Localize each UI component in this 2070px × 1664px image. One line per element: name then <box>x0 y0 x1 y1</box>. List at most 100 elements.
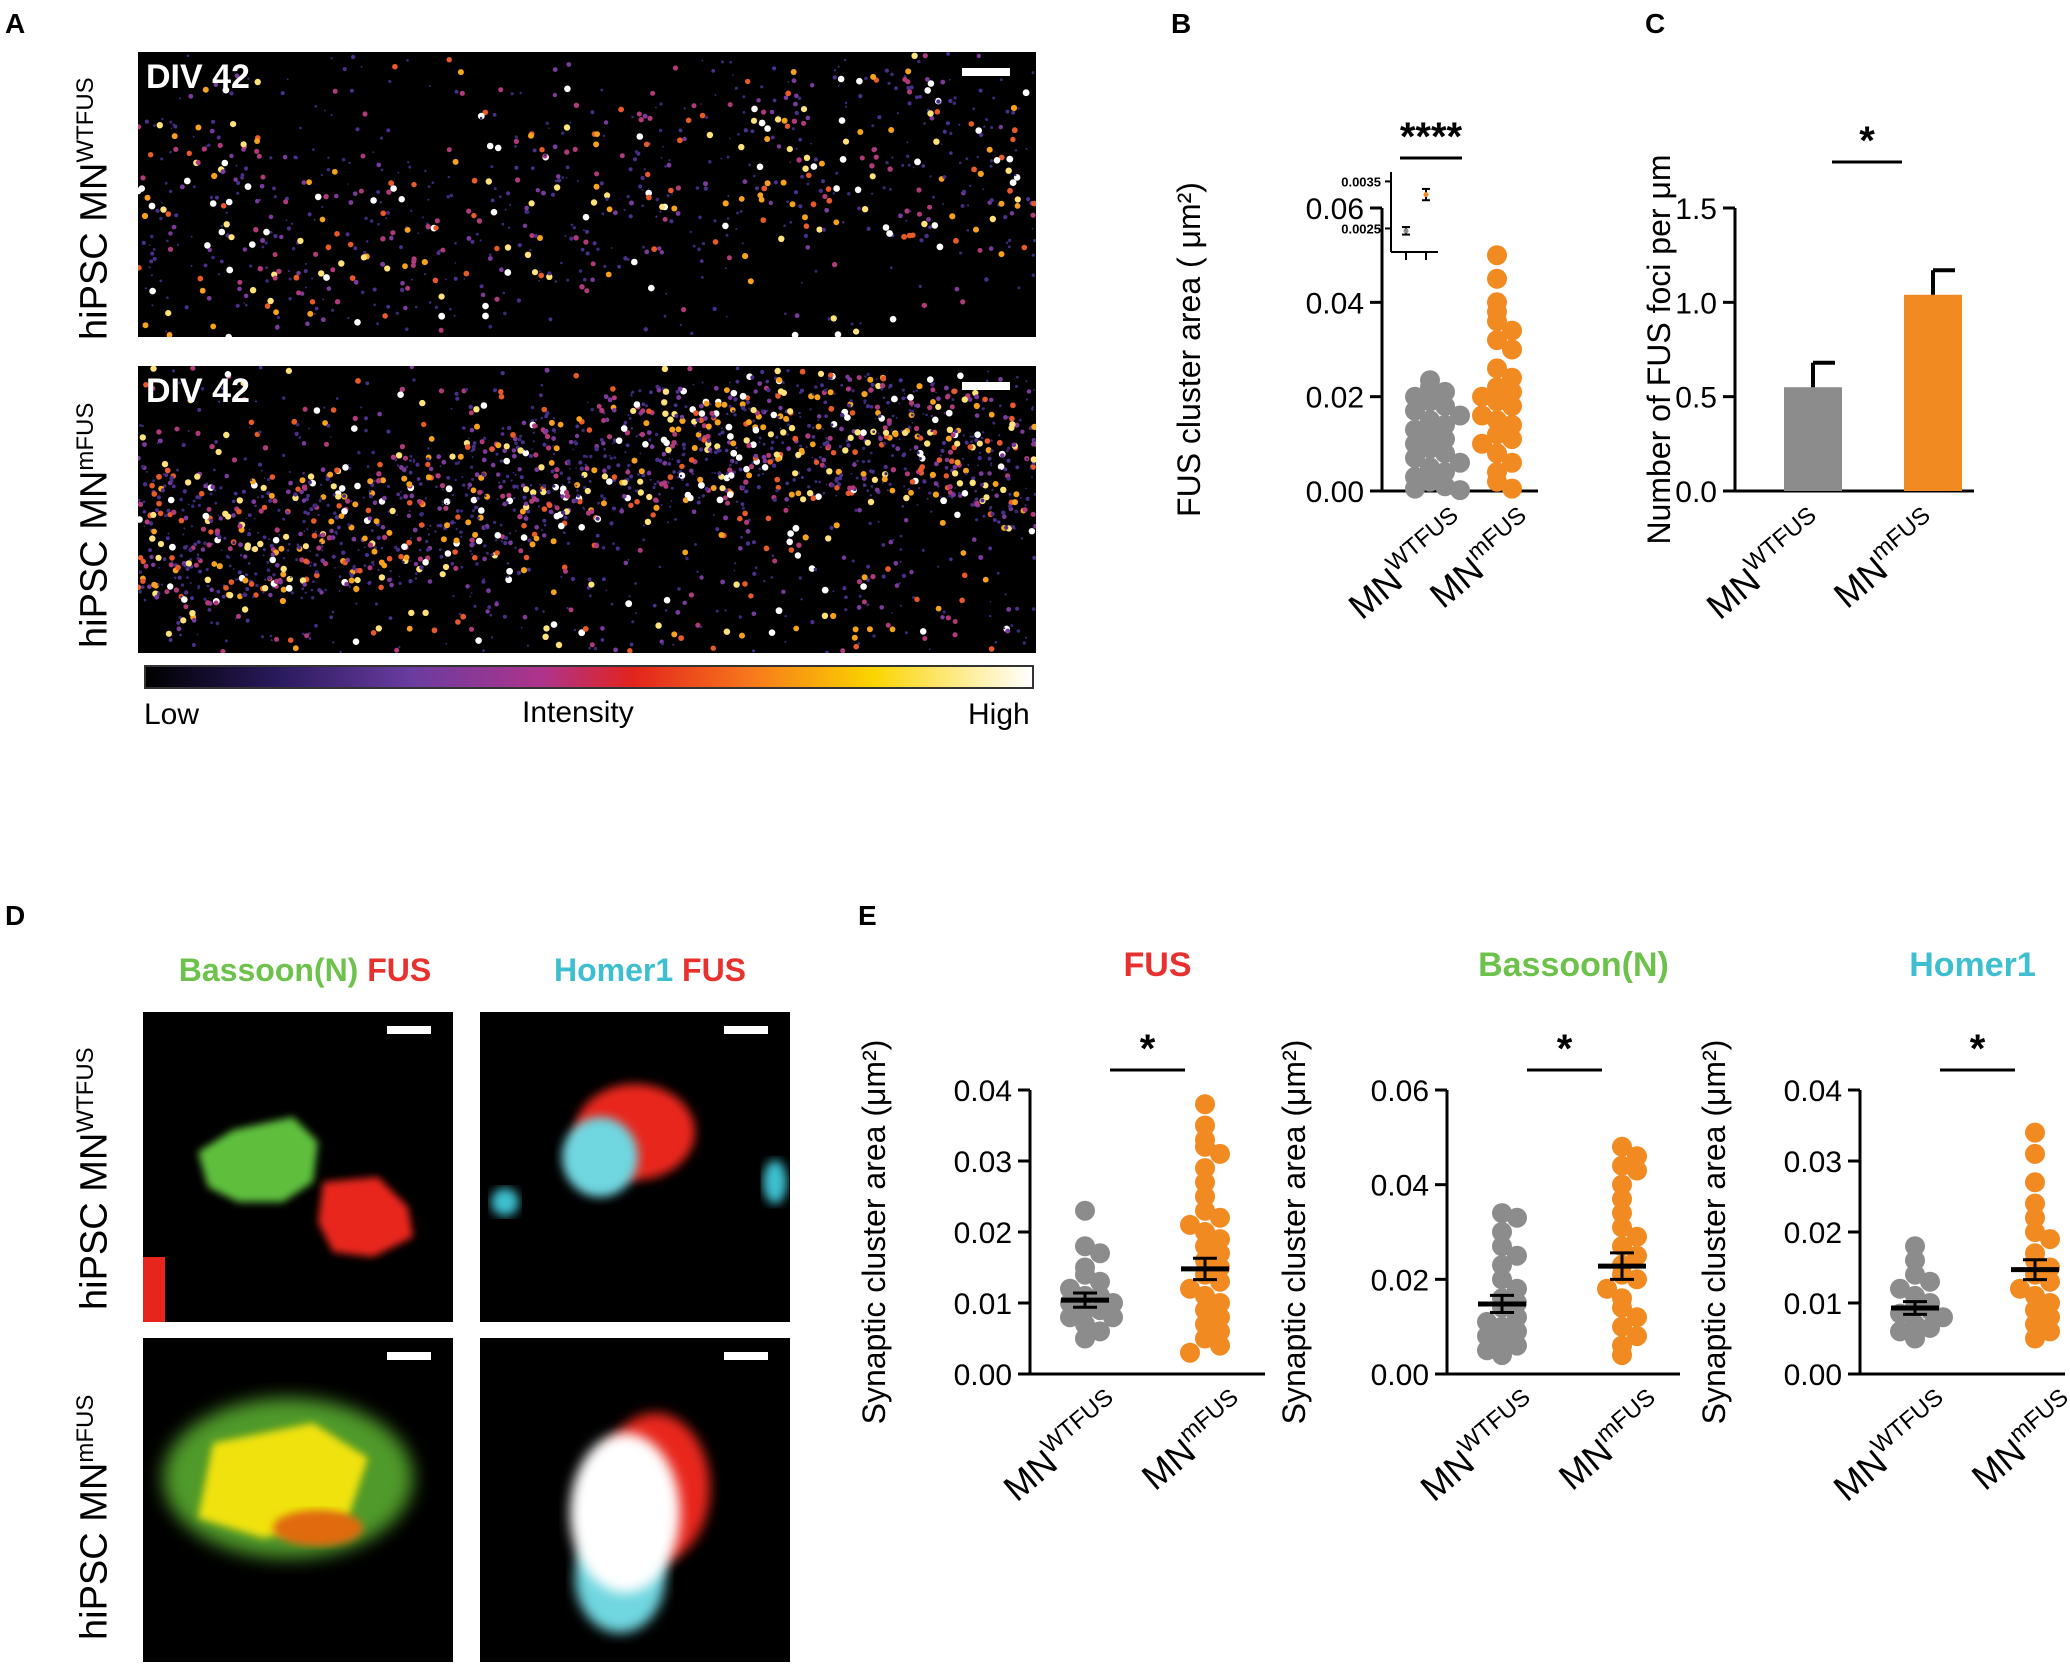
intensity-spot <box>214 501 218 505</box>
intensity-spot <box>914 95 919 100</box>
intensity-spot <box>637 547 643 553</box>
data-point <box>1487 245 1507 266</box>
intensity-spot <box>837 75 845 83</box>
intensity-spot <box>566 541 570 545</box>
intensity-spot <box>509 203 512 206</box>
y-tick-label: 0.5 <box>1675 382 1717 415</box>
intensity-spot <box>584 466 590 471</box>
intensity-spot <box>380 261 386 267</box>
intensity-spot <box>664 165 667 168</box>
intensity-spot <box>524 251 532 258</box>
intensity-spot <box>1014 173 1017 177</box>
intensity-spot <box>223 585 229 591</box>
intensity-spot <box>584 229 590 234</box>
intensity-spot <box>633 157 637 162</box>
intensity-spot <box>258 462 263 467</box>
micrograph-mut: DIV 42 <box>138 366 1036 653</box>
intensity-spot <box>643 327 648 332</box>
intensity-spot <box>735 446 738 450</box>
intensity-spot <box>889 626 896 633</box>
intensity-spot <box>579 466 584 471</box>
intensity-spot <box>703 416 708 421</box>
intensity-spot <box>661 642 664 646</box>
intensity-spot <box>907 89 913 95</box>
intensity-spot <box>561 564 568 571</box>
intensity-spot <box>691 472 695 476</box>
intensity-spot <box>621 479 628 486</box>
intensity-spot <box>320 173 323 177</box>
intensity-spot <box>895 446 901 452</box>
intensity-spot <box>878 414 882 418</box>
intensity-spot <box>809 441 816 448</box>
intensity-spot <box>531 166 535 170</box>
intensity-spot <box>750 441 757 448</box>
intensity-spot <box>225 554 230 559</box>
intensity-spot <box>539 483 541 486</box>
intensity-spot <box>569 467 571 470</box>
intensity-spot <box>1015 606 1020 611</box>
intensity-spot <box>766 388 771 393</box>
intensity-spot <box>142 500 146 504</box>
y-tick-label: 0.03 <box>954 1146 1012 1179</box>
intensity-spot <box>505 576 513 584</box>
intensity-spot <box>473 604 477 608</box>
data-point <box>1075 1236 1095 1257</box>
intensity-spot <box>257 496 259 499</box>
intensity-spot <box>331 308 335 312</box>
intensity-spot <box>787 530 794 537</box>
intensity-spot <box>637 489 644 496</box>
intensity-spot <box>436 250 441 256</box>
intensity-spot <box>951 388 957 395</box>
intensity-spot <box>688 592 695 598</box>
intensity-spot <box>423 273 426 276</box>
intensity-spot <box>532 440 535 443</box>
intensity-spot <box>482 578 486 582</box>
intensity-spot <box>262 535 267 539</box>
intensity-spot <box>1006 476 1011 481</box>
intensity-spot <box>921 302 927 309</box>
intensity-spot <box>842 586 847 591</box>
intensity-spot <box>186 150 192 156</box>
intensity-spot <box>725 500 731 506</box>
intensity-spot <box>679 417 686 424</box>
intensity-spot <box>744 489 748 494</box>
panel-letter-e: E <box>858 900 877 931</box>
intensity-spot <box>205 482 209 485</box>
intensity-spot <box>466 236 472 241</box>
intensity-spot <box>736 211 739 215</box>
intensity-spot <box>940 79 946 85</box>
intensity-spot <box>257 266 263 272</box>
intensity-spot <box>901 233 907 240</box>
intensity-spot <box>427 447 430 450</box>
intensity-spot <box>871 124 875 128</box>
intensity-spot <box>866 226 871 231</box>
intensity-spot <box>171 369 176 373</box>
intensity-spot <box>262 445 269 451</box>
intensity-spot <box>202 86 209 93</box>
intensity-spot <box>161 460 169 468</box>
intensity-spot <box>795 147 798 150</box>
intensity-spot <box>979 132 984 138</box>
intensity-spot <box>273 234 278 239</box>
data-point <box>1492 1345 1512 1366</box>
intensity-spot <box>280 91 285 96</box>
intensity-spot <box>949 404 955 410</box>
intensity-spot <box>425 539 429 544</box>
intensity-spot <box>342 67 347 72</box>
intensity-spot <box>396 464 400 467</box>
intensity-spot <box>697 476 704 483</box>
intensity-spot <box>610 386 616 392</box>
intensity-spot <box>338 575 342 578</box>
intensity-spot <box>460 509 464 513</box>
intensity-spot <box>522 486 530 493</box>
data-point <box>1090 1271 1110 1292</box>
intensity-spot <box>151 581 158 588</box>
intensity-spot <box>179 497 183 502</box>
intensity-spot <box>534 467 540 472</box>
intensity-spot <box>386 555 393 562</box>
intensity-spot <box>564 85 571 93</box>
data-point <box>1405 433 1425 454</box>
intensity-spot <box>820 446 822 448</box>
intensity-spot <box>773 451 780 458</box>
intensity-spot <box>386 429 391 434</box>
